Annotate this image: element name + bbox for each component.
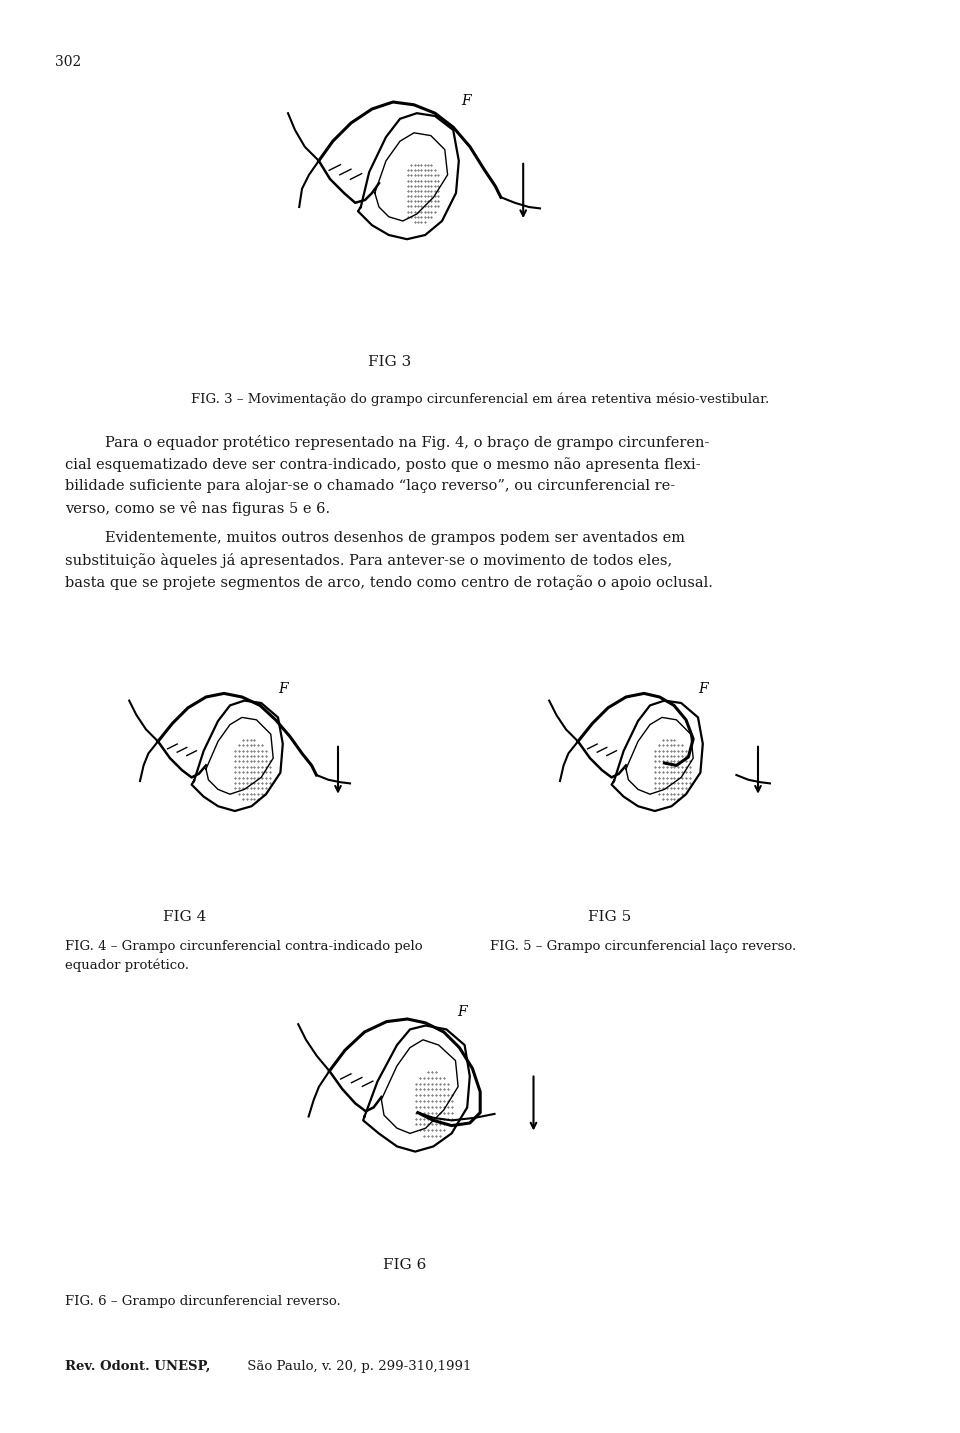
Text: 302: 302 xyxy=(55,54,82,69)
Text: FIG. 6 – Grampo dircunferencial reverso.: FIG. 6 – Grampo dircunferencial reverso. xyxy=(65,1295,341,1308)
Text: equador protético.: equador protético. xyxy=(65,959,189,973)
Polygon shape xyxy=(612,701,703,811)
Polygon shape xyxy=(363,1026,469,1152)
Text: bilidade suficiente para alojar-se o chamado “laço reverso”, ou circunferencial : bilidade suficiente para alojar-se o cha… xyxy=(65,479,675,493)
Text: FIG. 5 – Grampo circunferencial laço reverso.: FIG. 5 – Grampo circunferencial laço rev… xyxy=(490,940,796,953)
Text: FIG 4: FIG 4 xyxy=(163,910,206,924)
Polygon shape xyxy=(192,701,283,811)
Text: FIG. 4 – Grampo circunferencial contra-indicado pelo: FIG. 4 – Grampo circunferencial contra-i… xyxy=(65,940,422,953)
Text: FIG 3: FIG 3 xyxy=(369,355,412,370)
Text: F: F xyxy=(278,682,288,696)
Text: substituição àqueles já apresentados. Para antever-se o movimento de todos eles,: substituição àqueles já apresentados. Pa… xyxy=(65,553,672,567)
Text: Evidentemente, muitos outros desenhos de grampos podem ser aventados em: Evidentemente, muitos outros desenhos de… xyxy=(105,532,685,545)
Text: FIG 5: FIG 5 xyxy=(588,910,632,924)
Text: cial esquematizado deve ser contra-indicado, posto que o mesmo não apresenta fle: cial esquematizado deve ser contra-indic… xyxy=(65,457,701,471)
Text: basta que se projete segmentos de arco, tendo como centro de rotação o apoio ocl: basta que se projete segmentos de arco, … xyxy=(65,575,713,590)
Text: F: F xyxy=(457,1006,467,1019)
Text: FIG. 3 – Movimentação do grampo circunferencial em área retentiva mésio-vestibul: FIG. 3 – Movimentação do grampo circunfe… xyxy=(191,393,769,406)
Text: Rev. Odont. UNESP,: Rev. Odont. UNESP, xyxy=(65,1360,210,1373)
Text: São Paulo, v. 20, p. 299-310,1991: São Paulo, v. 20, p. 299-310,1991 xyxy=(243,1360,471,1373)
Text: F: F xyxy=(462,93,471,107)
Polygon shape xyxy=(358,113,459,239)
Text: verso, como se vê nas figuras 5 e 6.: verso, como se vê nas figuras 5 e 6. xyxy=(65,502,330,516)
Text: F: F xyxy=(698,682,708,696)
Text: Para o equador protético representado na Fig. 4, o braço de grampo circunferen-: Para o equador protético representado na… xyxy=(105,436,709,450)
Text: FIG 6: FIG 6 xyxy=(383,1258,426,1273)
